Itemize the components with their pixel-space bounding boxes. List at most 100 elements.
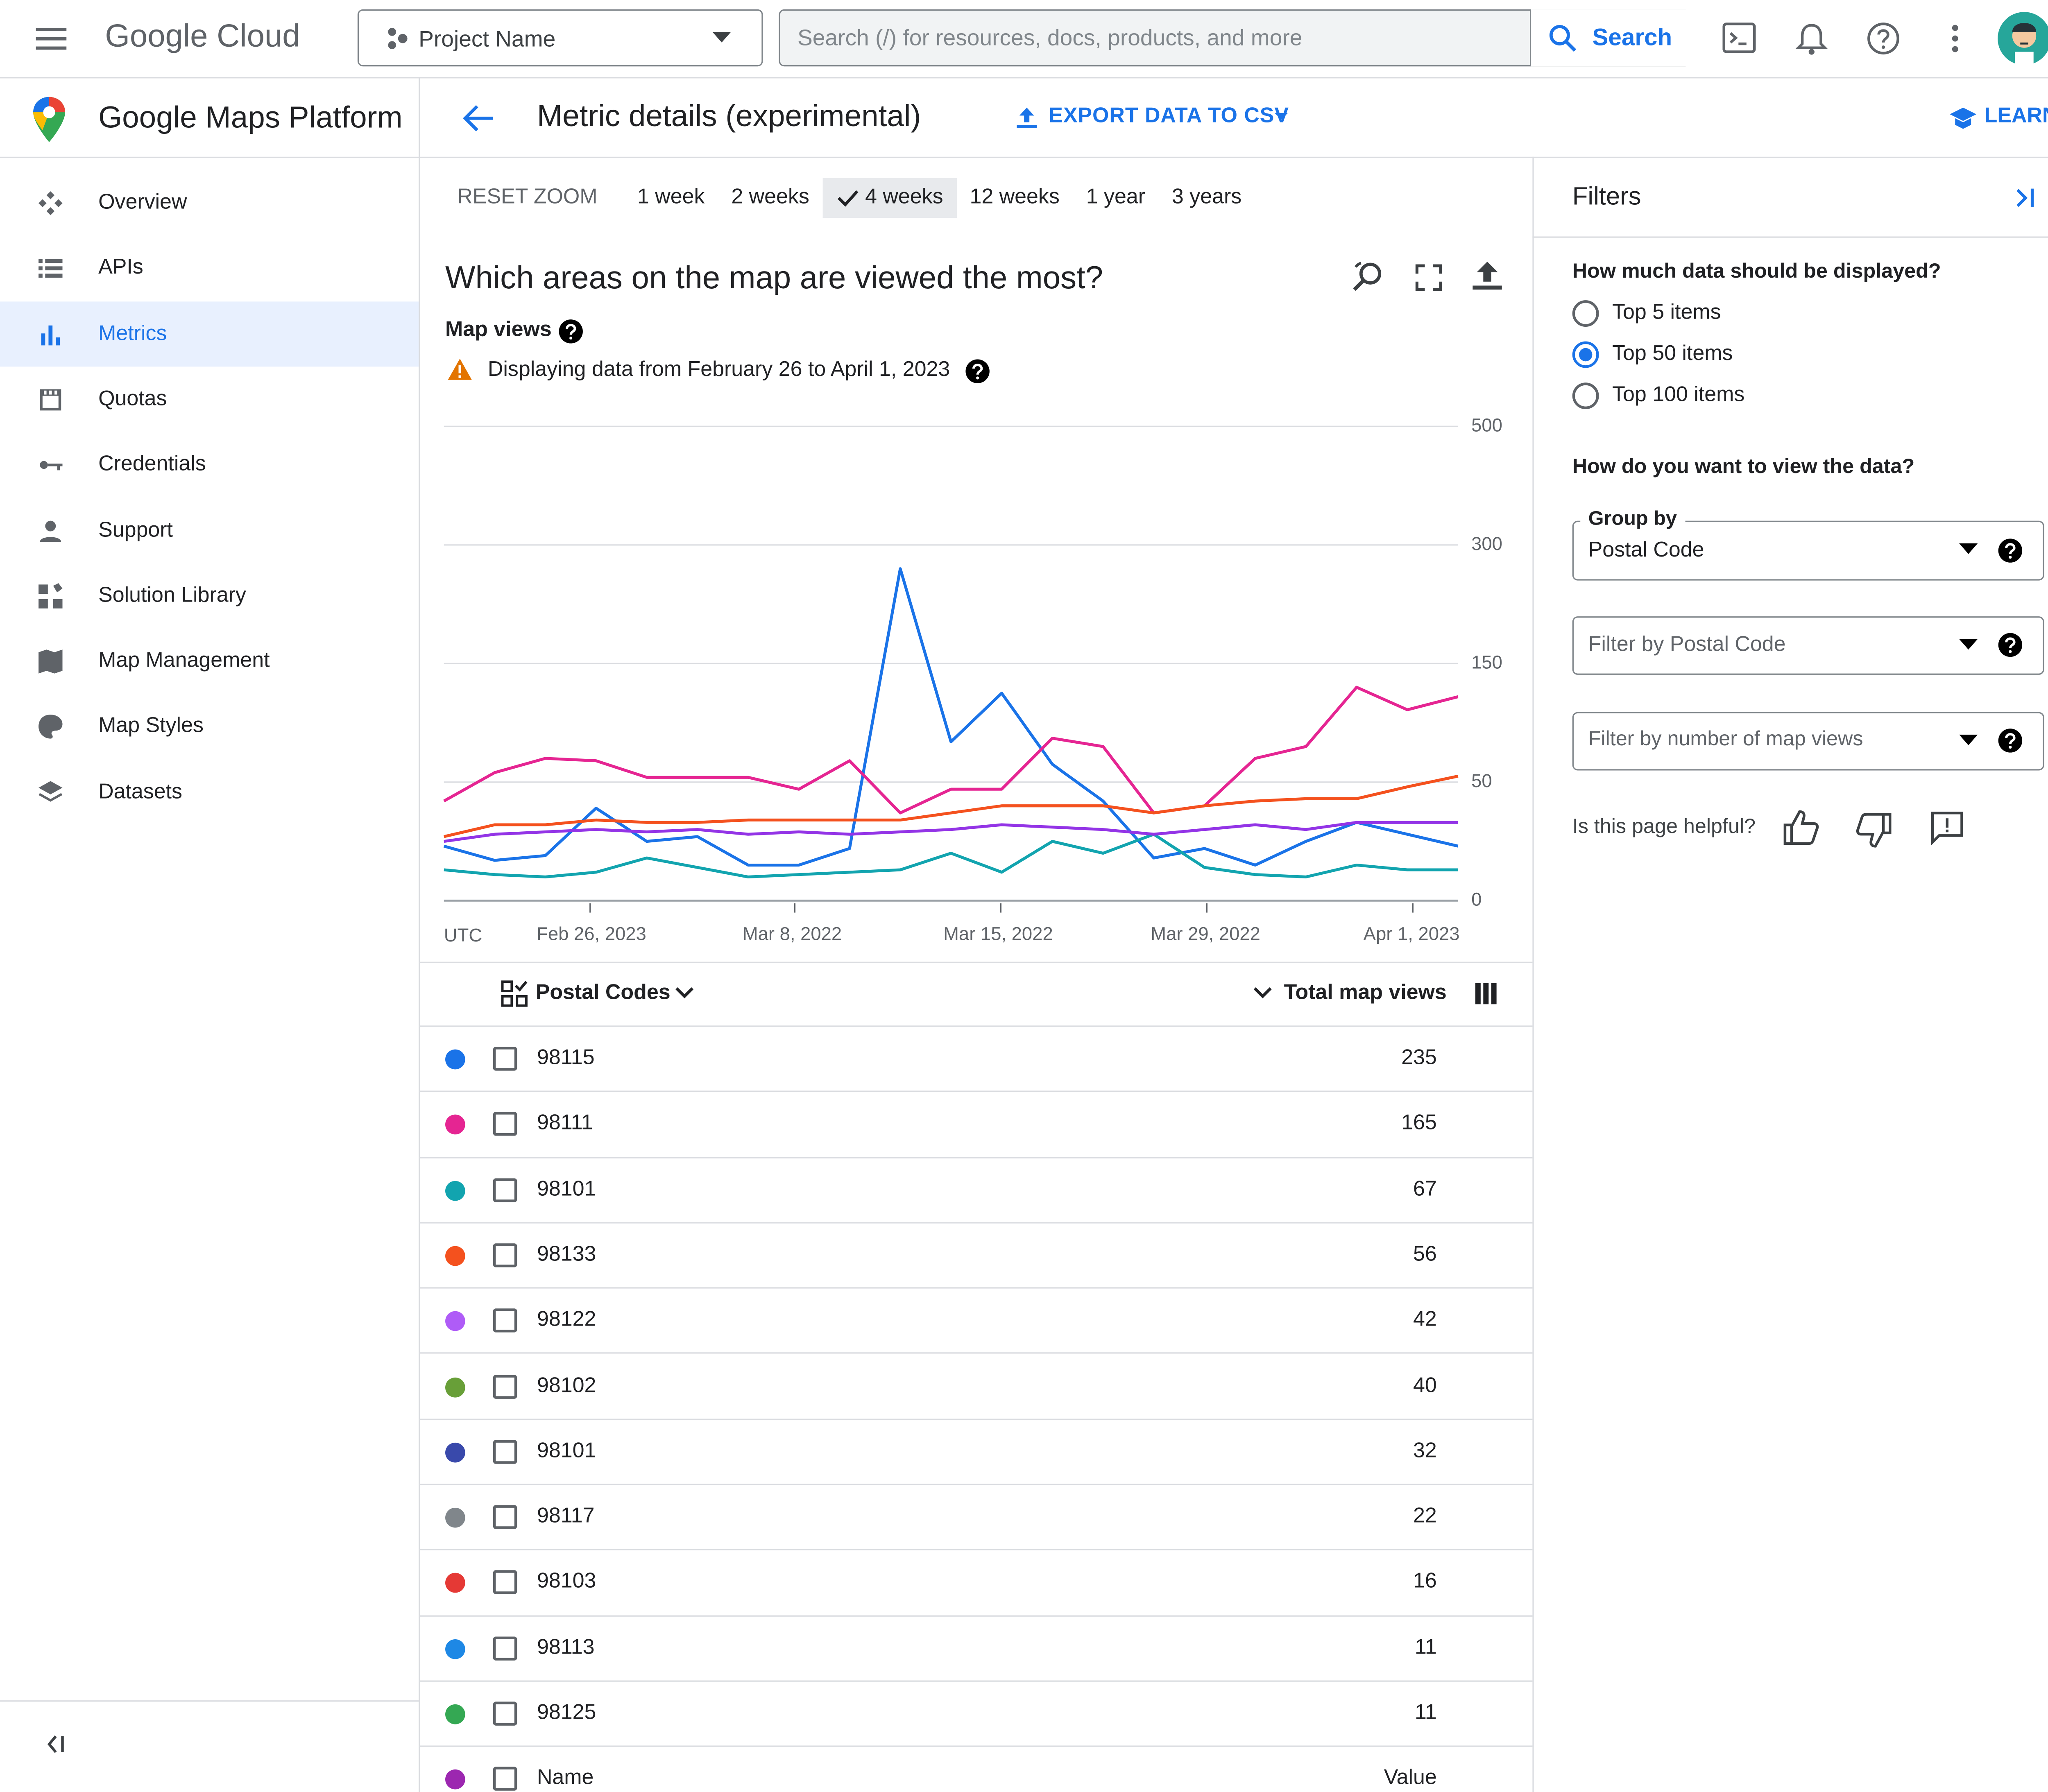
help-icon[interactable] bbox=[558, 319, 584, 344]
column-header[interactable]: Postal Codes bbox=[535, 982, 671, 1005]
table-row[interactable]: 98111 165 bbox=[420, 1092, 1533, 1158]
chart-note: Displaying data from February 26 to Apri… bbox=[487, 358, 950, 381]
help-icon[interactable] bbox=[1998, 632, 2023, 658]
table-row[interactable]: 98101 67 bbox=[420, 1158, 1533, 1224]
icon-shape bbox=[40, 520, 61, 541]
radio bbox=[1572, 341, 1599, 368]
nav-item[interactable]: Support bbox=[0, 498, 419, 563]
nav-item[interactable]: Map Management bbox=[0, 629, 419, 694]
nav-item[interactable]: Metrics bbox=[0, 301, 419, 366]
help-icon[interactable] bbox=[1998, 728, 2023, 753]
group-by-select[interactable]: Group by Postal Code bbox=[1572, 507, 2044, 581]
table-row[interactable]: 98122 42 bbox=[420, 1289, 1533, 1355]
help-icon[interactable] bbox=[965, 359, 990, 384]
nav-item[interactable]: APIs bbox=[0, 235, 419, 301]
range-option[interactable]: 12 weeks bbox=[956, 178, 1073, 218]
table-row[interactable]: 98133 56 bbox=[420, 1223, 1533, 1289]
range-option[interactable]: 2 weeks bbox=[718, 178, 822, 218]
postal-code: 98117 bbox=[537, 1505, 595, 1528]
checkbox[interactable] bbox=[493, 1178, 517, 1202]
range-option[interactable]: 4 weeks bbox=[822, 178, 957, 218]
table-row[interactable]: Name Value bbox=[420, 1747, 1532, 1792]
share-icon[interactable] bbox=[1471, 260, 1503, 292]
nav-item[interactable]: Credentials bbox=[0, 432, 419, 497]
fullscreen-icon[interactable] bbox=[1415, 264, 1442, 291]
nav-item[interactable]: Datasets bbox=[0, 759, 419, 824]
table-row[interactable]: 98113 11 bbox=[420, 1616, 1533, 1682]
map-views: 11 bbox=[1414, 1701, 1437, 1724]
thumbs-down[interactable] bbox=[1855, 812, 1893, 849]
checkbox[interactable] bbox=[493, 1374, 517, 1398]
nav-label: Solution Library bbox=[98, 584, 246, 607]
menu-icon[interactable] bbox=[36, 25, 68, 52]
brand[interactable]: Google Cloud bbox=[105, 18, 300, 54]
nav-icon bbox=[41, 325, 60, 345]
table-row[interactable]: 98115 235 bbox=[420, 1027, 1533, 1093]
nav-label: APIs bbox=[98, 257, 143, 280]
checkbox[interactable] bbox=[493, 1505, 517, 1530]
filter-select[interactable]: Filter by number of map views bbox=[1572, 712, 2044, 771]
reset-zoom[interactable]: RESET ZOOM bbox=[457, 186, 598, 209]
more-icon[interactable] bbox=[1948, 24, 1962, 56]
sort-chevron[interactable] bbox=[1253, 987, 1272, 1000]
nav-icon bbox=[40, 389, 61, 411]
radio-ring bbox=[1572, 300, 1599, 327]
series-dot bbox=[445, 1180, 465, 1201]
columns-icon[interactable] bbox=[1475, 983, 1497, 1005]
series-dot bbox=[445, 1246, 465, 1266]
column-header[interactable]: Total map views bbox=[1284, 982, 1447, 1005]
filter-select[interactable]: Filter by Postal Code bbox=[1572, 616, 2044, 675]
search-button[interactable]: Search bbox=[1529, 9, 1692, 67]
checkbox[interactable] bbox=[493, 1570, 517, 1595]
checkbox[interactable] bbox=[493, 1308, 517, 1333]
range-option[interactable]: 1 week bbox=[624, 178, 718, 218]
range-option[interactable]: 1 year bbox=[1073, 178, 1158, 218]
table-row[interactable]: 98103 16 bbox=[420, 1551, 1533, 1616]
avatar[interactable] bbox=[1998, 12, 2048, 65]
table-row[interactable]: 98117 22 bbox=[420, 1485, 1533, 1551]
chevron[interactable] bbox=[675, 987, 694, 1000]
map-views: 42 bbox=[1413, 1308, 1437, 1331]
export-label: EXPORT DATA TO CSV bbox=[1049, 105, 1289, 128]
range-option[interactable]: 3 years bbox=[1158, 178, 1255, 218]
help-icon[interactable] bbox=[1866, 21, 1901, 56]
feedback-icon[interactable] bbox=[1930, 810, 1964, 845]
table-row[interactable]: 98101 32 bbox=[420, 1420, 1533, 1485]
dropdown-arrow bbox=[1274, 113, 1288, 120]
checkbox[interactable] bbox=[493, 1701, 517, 1726]
checkbox[interactable] bbox=[493, 1243, 517, 1267]
divider bbox=[419, 77, 420, 1792]
postal-code: 98102 bbox=[537, 1374, 596, 1397]
radio-option[interactable]: Top 50 items bbox=[1568, 336, 1967, 373]
radio bbox=[1572, 382, 1599, 410]
radio-option[interactable]: Top 100 items bbox=[1568, 377, 1967, 414]
y-tick-label: 150 bbox=[1471, 652, 1502, 672]
table-row[interactable]: 98125 11 bbox=[420, 1682, 1533, 1747]
radio-dot bbox=[1579, 348, 1593, 362]
help-icon[interactable] bbox=[1998, 538, 2023, 563]
nav-item[interactable]: Solution Library bbox=[0, 563, 419, 628]
nav-item[interactable]: Quotas bbox=[0, 367, 419, 432]
checkbox[interactable] bbox=[493, 1767, 517, 1791]
radio-option[interactable]: Top 5 items bbox=[1568, 295, 1967, 332]
feedback-question: Is this page helpful? bbox=[1572, 815, 1756, 838]
checkbox[interactable] bbox=[493, 1439, 517, 1464]
terminal-icon[interactable] bbox=[1722, 23, 1757, 54]
close-panel-icon[interactable] bbox=[2015, 187, 2036, 208]
nav-item[interactable]: Overview bbox=[0, 170, 419, 235]
icon-shape bbox=[41, 325, 60, 345]
icon-shape bbox=[40, 389, 61, 411]
checkbox[interactable] bbox=[493, 1047, 517, 1071]
checkbox[interactable] bbox=[493, 1636, 517, 1660]
nav-item[interactable]: Map Styles bbox=[0, 694, 419, 759]
project-selector[interactable]: Project Name bbox=[357, 9, 763, 67]
checkbox[interactable] bbox=[493, 1112, 517, 1136]
back-arrow[interactable] bbox=[462, 104, 494, 133]
notifications-icon[interactable] bbox=[1795, 21, 1828, 56]
radio-label: Top 50 items bbox=[1612, 342, 1733, 366]
search-box[interactable]: Search (/) for resources, docs, products… bbox=[779, 9, 1692, 67]
zoom-icon[interactable] bbox=[1352, 260, 1386, 295]
collapse-icon[interactable] bbox=[45, 1735, 66, 1754]
thumbs-up[interactable] bbox=[1782, 809, 1819, 846]
table-row[interactable]: 98102 40 bbox=[420, 1354, 1533, 1420]
